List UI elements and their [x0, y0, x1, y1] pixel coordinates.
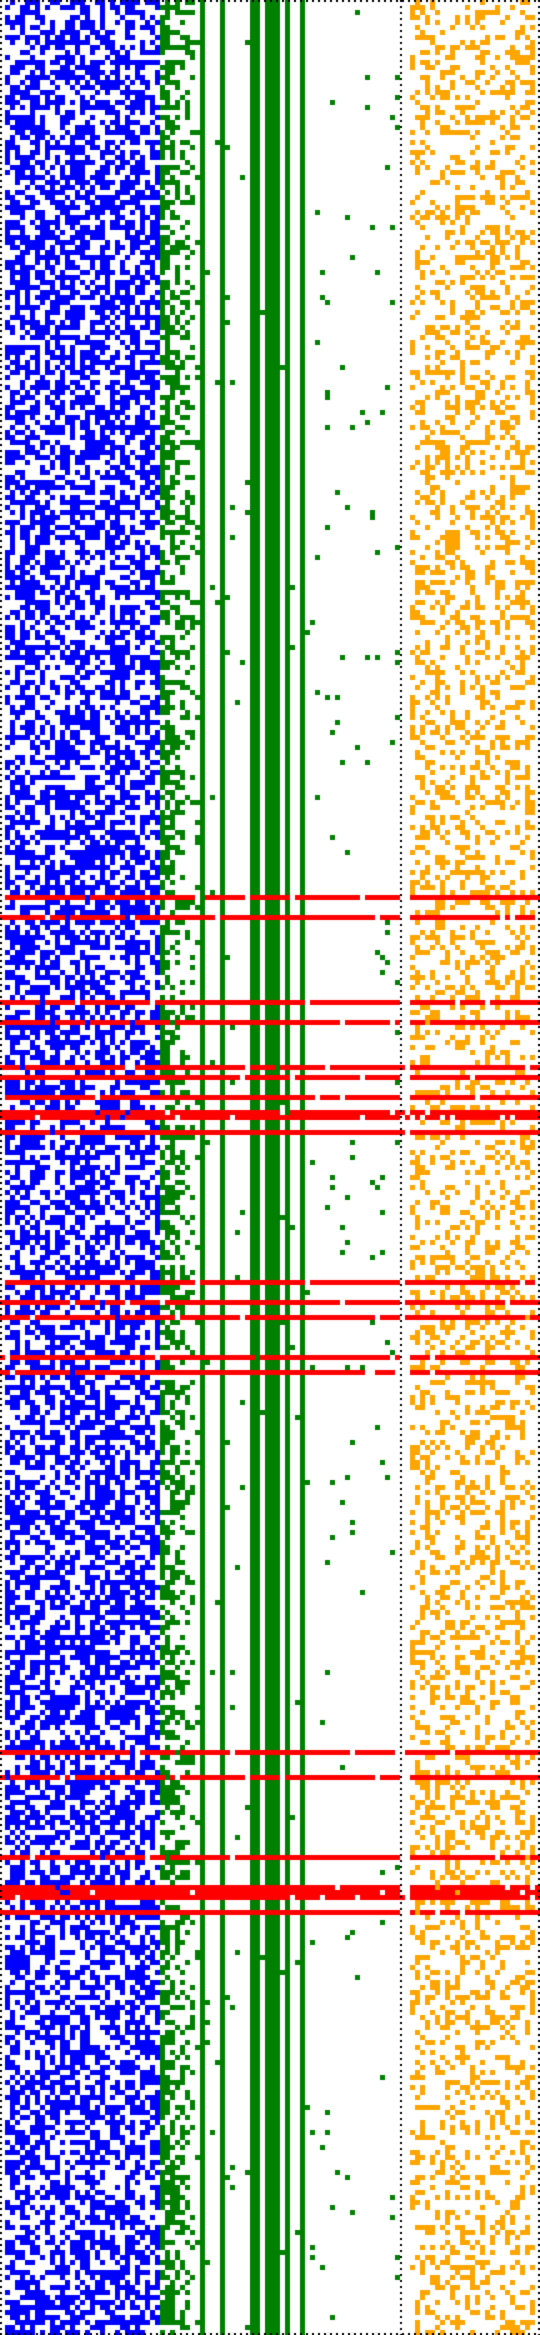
pixel-matrix-viz: [0, 0, 540, 2335]
